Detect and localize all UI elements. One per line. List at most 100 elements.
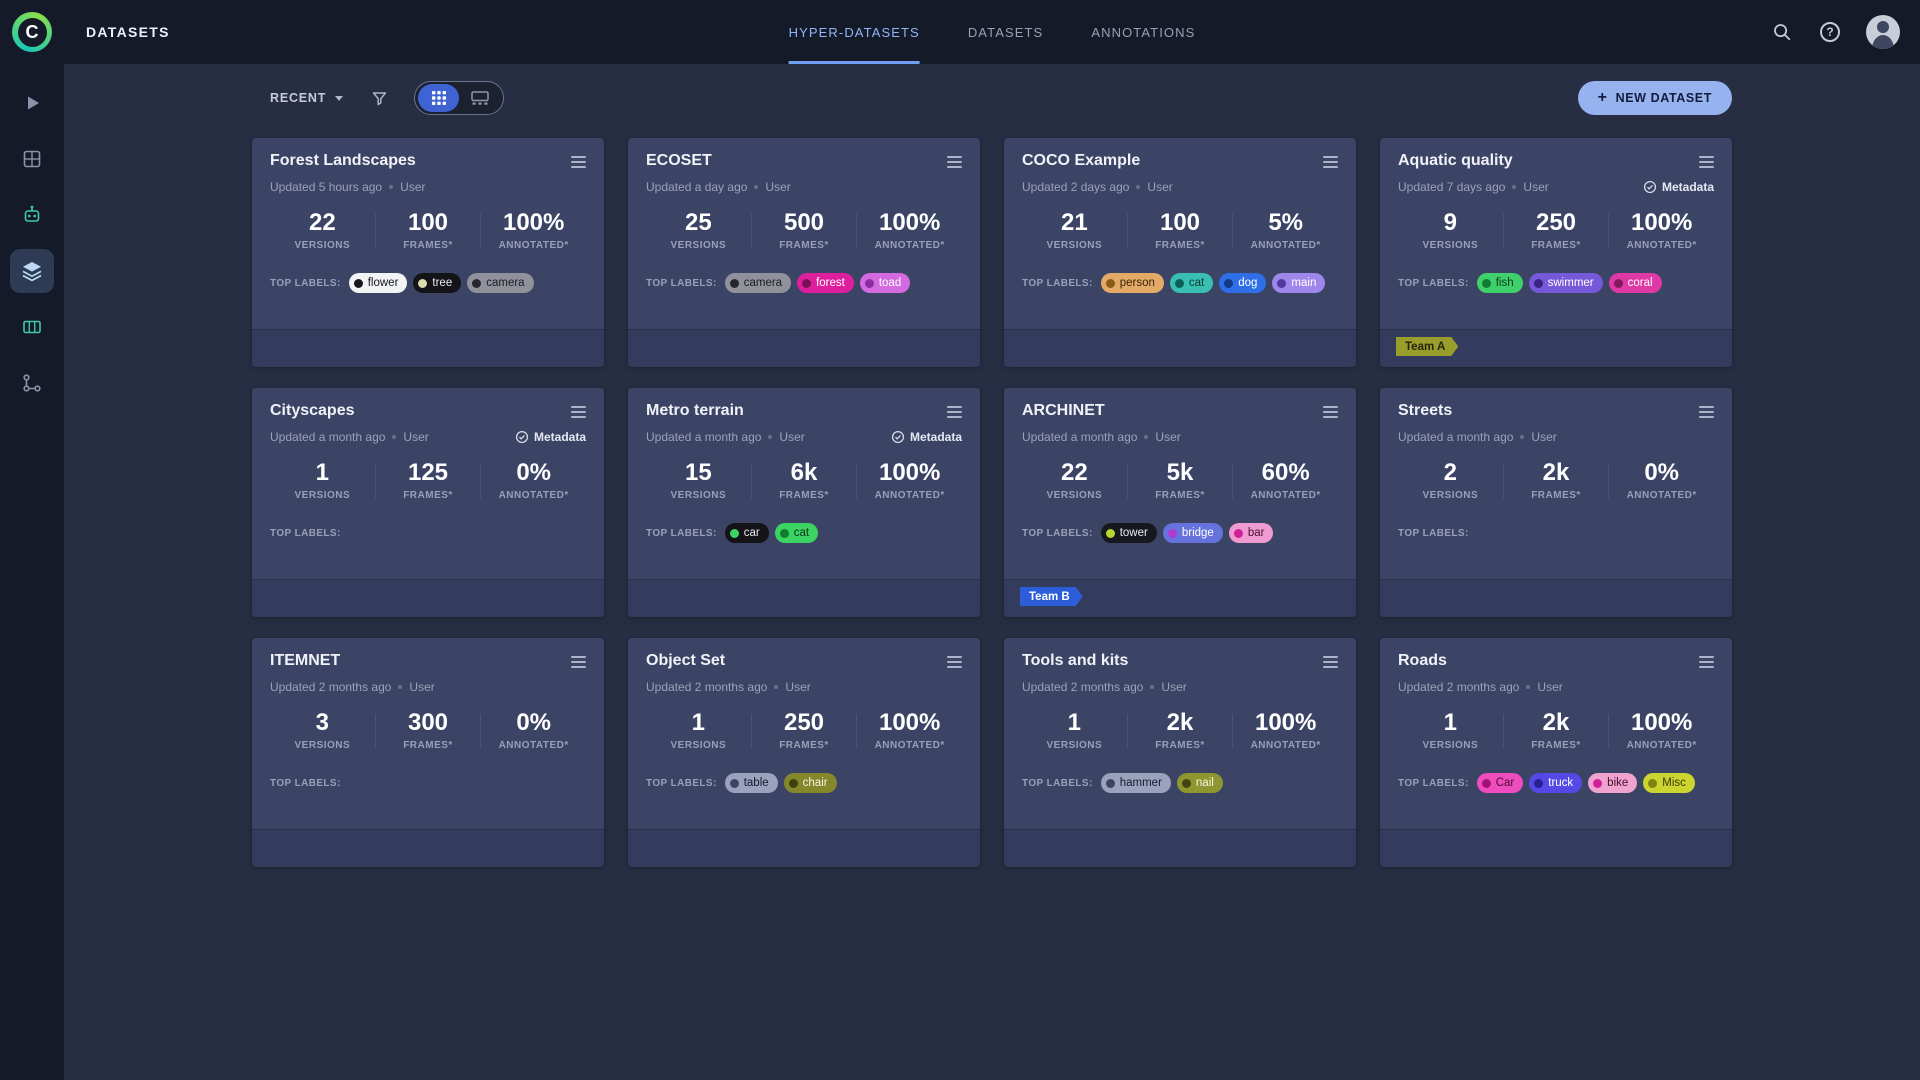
- card-menu-icon[interactable]: [947, 652, 962, 668]
- sidebar-item-automation[interactable]: [10, 193, 54, 237]
- card-menu-icon[interactable]: [1699, 152, 1714, 168]
- stat-divider: [1502, 714, 1504, 748]
- grid-view-button[interactable]: [418, 84, 460, 112]
- meta-separator: [754, 184, 759, 189]
- sidebar-item-datasets[interactable]: [10, 137, 54, 181]
- sidebar-item-hyperdatasets[interactable]: [10, 249, 54, 293]
- dataset-card[interactable]: ITEMNET Updated 2 months ago User 3 VERSI…: [252, 638, 604, 867]
- top-labels-title: TOP LABELS:: [1398, 527, 1469, 539]
- annotated-count: 0%: [516, 459, 552, 486]
- tab-datasets[interactable]: DATASETS: [967, 24, 1044, 40]
- stat-divider: [374, 464, 376, 498]
- tab-annotations[interactable]: ANNOTATIONS: [1091, 24, 1196, 40]
- annotated-count: 100%: [1630, 709, 1693, 736]
- versions-count: 15: [684, 459, 712, 486]
- stat-divider: [480, 214, 482, 248]
- new-dataset-button[interactable]: + NEW DATASET: [1577, 81, 1732, 115]
- dataset-card[interactable]: COCO Example Updated 2 days ago User 21 V…: [1004, 138, 1356, 367]
- versions-count: 1: [691, 709, 706, 736]
- dataset-card[interactable]: Tools and kits Updated 2 months ago User…: [1004, 638, 1356, 867]
- annotated-count: 0%: [1644, 459, 1680, 486]
- label-chip: tree: [413, 273, 462, 293]
- card-menu-icon[interactable]: [571, 652, 586, 668]
- sidebar-item-projects[interactable]: [10, 81, 54, 125]
- user-avatar[interactable]: [1866, 15, 1900, 49]
- dataset-card[interactable]: Metro terrain Updated a month ago User M…: [628, 388, 980, 617]
- card-menu-icon[interactable]: [1323, 652, 1338, 668]
- versions-label: VERSIONS: [294, 740, 351, 751]
- tab-hyper-datasets[interactable]: HYPER-DATASETS: [788, 0, 920, 64]
- meta-separator: [774, 684, 779, 689]
- dataset-card[interactable]: ARCHINET Updated a month ago User 22 VERS…: [1004, 388, 1356, 617]
- meta-separator: [389, 184, 394, 189]
- dataset-card[interactable]: ECOSET Updated a day ago User 25 VERSIONS: [628, 138, 980, 367]
- annotated-count: 100%: [878, 209, 941, 236]
- meta-separator: [1136, 184, 1141, 189]
- label-chip: main: [1272, 273, 1326, 293]
- label-chips: fish swimmer coral: [1476, 273, 1662, 293]
- topbar-actions: ?: [1770, 0, 1900, 64]
- card-menu-icon[interactable]: [1699, 652, 1714, 668]
- versions-label: VERSIONS: [294, 240, 351, 251]
- versions-count: 21: [1060, 209, 1088, 236]
- card-menu-icon[interactable]: [1323, 152, 1338, 168]
- label-chip: camera: [724, 273, 792, 293]
- label-chips: table chair: [724, 773, 837, 793]
- search-icon[interactable]: [1770, 20, 1794, 44]
- help-icon[interactable]: ?: [1818, 20, 1842, 44]
- logo-letter: C: [17, 17, 47, 47]
- card-menu-icon[interactable]: [571, 152, 586, 168]
- card-stats: 1 VERSIONS 2k FRAMES* 100% ANNOTATED*: [1022, 711, 1338, 752]
- label-chip: bar: [1228, 523, 1274, 543]
- card-menu-icon[interactable]: [571, 402, 586, 418]
- frames-label: FRAMES*: [779, 740, 829, 751]
- top-labels-title: TOP LABELS:: [270, 277, 341, 289]
- clearml-logo[interactable]: C: [12, 12, 52, 52]
- check-circle-icon: [891, 430, 905, 443]
- card-stats: 2 VERSIONS 2k FRAMES* 0% ANNOTATED*: [1398, 459, 1714, 502]
- sidebar-item-annotations[interactable]: [10, 305, 54, 349]
- label-dot: [1105, 778, 1115, 788]
- owner-text: User: [403, 429, 429, 444]
- dataset-title: Cityscapes: [270, 402, 355, 419]
- dataset-card[interactable]: Roads Updated 2 months ago User 1 VERSION…: [1380, 638, 1732, 867]
- dataset-card[interactable]: Aquatic quality Updated 7 days ago User …: [1380, 138, 1732, 367]
- dataset-title: Roads: [1398, 652, 1447, 669]
- label-chip: swimmer: [1528, 273, 1603, 293]
- label-chips: camera forest toad: [724, 273, 911, 293]
- card-footer: [252, 329, 604, 367]
- sidebar-item-pipelines[interactable]: [10, 361, 54, 405]
- card-menu-icon[interactable]: [947, 402, 962, 418]
- dataset-card[interactable]: Forest Landscapes Updated 5 hours ago Us…: [252, 138, 604, 367]
- metadata-badge: Metadata: [1643, 180, 1714, 194]
- dataset-card[interactable]: Object Set Updated 2 months ago User 1 VE…: [628, 638, 980, 867]
- label-dot: [1534, 778, 1544, 788]
- top-labels-title: TOP LABELS:: [270, 527, 341, 539]
- dataset-card[interactable]: Streets Updated a month ago User 2 VERSIO…: [1380, 388, 1732, 617]
- frames-count: 250: [1535, 209, 1577, 236]
- label-dot: [1481, 278, 1491, 288]
- stat-divider: [856, 464, 858, 498]
- card-view-button[interactable]: [459, 84, 500, 112]
- card-menu-icon[interactable]: [1699, 402, 1714, 418]
- versions-label: VERSIONS: [1422, 740, 1479, 751]
- label-chip: toad: [859, 273, 911, 293]
- sort-dropdown[interactable]: RECENT: [270, 91, 344, 105]
- versions-label: VERSIONS: [1046, 490, 1103, 501]
- stat-divider: [1232, 714, 1234, 748]
- card-menu-icon[interactable]: [947, 152, 962, 168]
- owner-text: User: [785, 679, 811, 694]
- card-view-icon: [470, 91, 489, 105]
- owner-text: User: [1155, 429, 1181, 444]
- frames-label: FRAMES*: [403, 490, 453, 501]
- versions-label: VERSIONS: [1422, 240, 1479, 251]
- updated-text: Updated 5 hours ago: [270, 179, 383, 194]
- film-strip-icon: [23, 320, 41, 334]
- dataset-title: ECOSET: [646, 152, 712, 169]
- frames-count: 250: [783, 709, 825, 736]
- annotated-label: ANNOTATED*: [1626, 740, 1697, 751]
- dataset-card[interactable]: Cityscapes Updated a month ago User Meta…: [252, 388, 604, 617]
- meta-separator: [392, 434, 397, 439]
- card-menu-icon[interactable]: [1323, 402, 1338, 418]
- filter-button[interactable]: [371, 90, 388, 107]
